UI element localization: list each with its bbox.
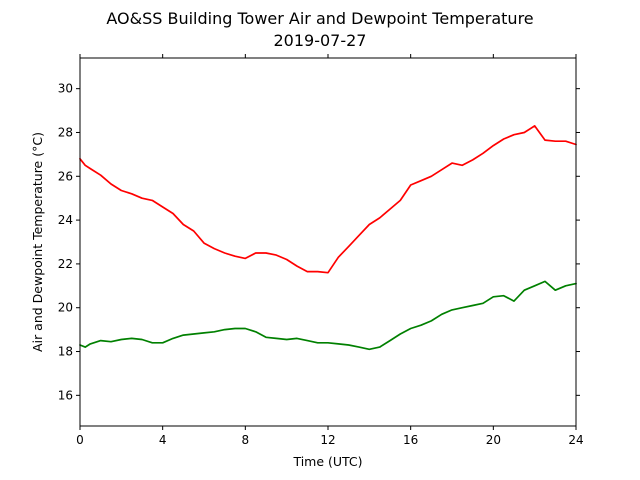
- x-axis-ticks: 0 4 8 12 16 20 24: [76, 54, 584, 447]
- x-axis-label: Time (UTC): [292, 454, 362, 469]
- y-tick-label: 24: [58, 213, 73, 227]
- y-axis-ticks: 16 18 20 22 24 26 28 30: [58, 82, 580, 402]
- y-tick-label: 16: [58, 388, 73, 402]
- series-layer: [79, 125, 577, 351]
- y-tick-label: 18: [58, 345, 73, 359]
- x-tick-label: 20: [486, 433, 501, 447]
- series-line-1: [79, 280, 577, 351]
- chart-title: AO&SS Building Tower Air and Dewpoint Te…: [106, 9, 533, 28]
- y-tick-label: 30: [58, 82, 73, 96]
- series-line-0: [79, 125, 577, 274]
- x-tick-label: 8: [242, 433, 250, 447]
- x-tick-label: 12: [320, 433, 335, 447]
- y-tick-label: 22: [58, 257, 73, 271]
- x-tick-label: 16: [403, 433, 418, 447]
- x-tick-label: 0: [76, 433, 84, 447]
- x-tick-label: 4: [159, 433, 167, 447]
- x-tick-label: 24: [568, 433, 583, 447]
- y-axis-label: Air and Dewpoint Temperature (°C): [30, 132, 45, 352]
- chart-subtitle: 2019-07-27: [274, 31, 367, 50]
- plot-frame: [79, 57, 577, 427]
- y-tick-label: 20: [58, 301, 73, 315]
- y-tick-label: 28: [58, 125, 73, 139]
- y-tick-label: 26: [58, 169, 73, 183]
